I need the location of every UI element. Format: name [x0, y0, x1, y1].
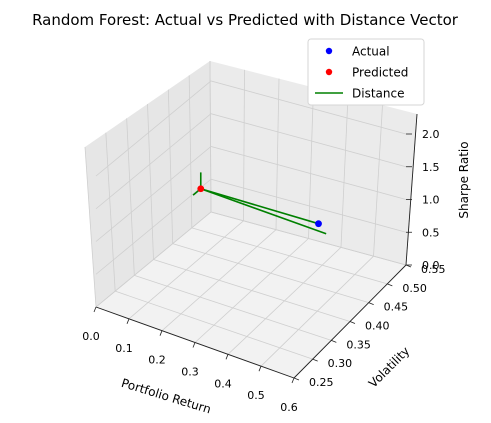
z-tick-label: 0.0 [422, 259, 440, 272]
distance-component [200, 188, 327, 235]
x-axis-label: Portfolio Return [120, 376, 213, 417]
x-tick-label: 0.3 [181, 366, 199, 379]
x-gridline-wall [243, 69, 245, 221]
y-tick [293, 377, 300, 381]
legend-marker-predicted [325, 68, 333, 76]
y-tick-label: 0.55 [421, 263, 446, 276]
y-tick [331, 339, 337, 343]
x-tick [159, 330, 163, 336]
legend-label-distance: Distance [352, 87, 404, 101]
x-tick [93, 306, 97, 313]
y-gridline-wall [84, 146, 97, 308]
x-tick [258, 366, 262, 372]
y-gridline-wall [105, 132, 116, 292]
y-tick [387, 283, 393, 287]
y-tick-label: 0.40 [365, 320, 390, 333]
legend: Actual Predicted Distance [307, 38, 425, 106]
y-gridline-floor [134, 274, 332, 341]
y-tick-label: 0.25 [309, 376, 334, 389]
floor-pane [96, 212, 406, 378]
y-gridline-floor [172, 243, 369, 304]
z-tick-label: 1.0 [422, 194, 440, 207]
x-gridline-wall [373, 105, 383, 257]
z-tick-label: 1.5 [422, 161, 440, 174]
x-tick-label: 0.0 [82, 330, 100, 343]
chart-title: Random Forest: Actual vs Predicted with … [32, 11, 459, 29]
x-tick-label: 0.6 [280, 401, 298, 414]
x-gridline-wall [275, 78, 280, 230]
x-tick [192, 342, 196, 348]
data-marks [192, 172, 327, 235]
x-tick [291, 377, 295, 384]
point-predicted [197, 185, 205, 193]
x-tick-label: 0.5 [247, 389, 265, 402]
x-tick-label: 0.1 [115, 342, 133, 355]
y-tick-label: 0.35 [346, 338, 371, 351]
y-tick-label: 0.45 [384, 301, 409, 314]
z-gridline [95, 211, 407, 308]
z-gridline [95, 80, 407, 177]
z-gridline [95, 146, 407, 242]
y-tick [312, 358, 318, 362]
z-gridline [95, 113, 407, 210]
y-gridline-wall [147, 103, 154, 260]
z-gridline [95, 178, 407, 275]
axis-panes [85, 61, 417, 378]
z-tick-label: 2.0 [422, 128, 440, 141]
z-axis-line [405, 113, 418, 266]
y-gridline-floor [191, 227, 388, 285]
left-wall-pane [85, 61, 211, 307]
gridlines [84, 60, 418, 379]
back-wall-pane [210, 61, 417, 265]
legend-label-actual: Actual [352, 45, 390, 59]
y-gridline-wall [209, 60, 212, 213]
legend-label-predicted: Predicted [352, 66, 408, 80]
z-tick-label: 0.5 [422, 226, 440, 239]
y-tick-label: 0.50 [402, 282, 427, 295]
point-actual [315, 220, 322, 228]
x-tick [126, 318, 130, 324]
y-gridline-floor [115, 290, 313, 360]
y-gridline-wall [188, 75, 193, 228]
x-tick-label: 0.4 [214, 377, 232, 390]
tick-labels: 0.0 0.1 0.2 0.3 0.4 0.5 0.6 0.25 0.30 0.35 0.40 0.4… [82, 128, 445, 414]
legend-marker-actual [325, 47, 333, 55]
distance-vector [200, 187, 319, 225]
x-tick [225, 354, 229, 360]
x-tick-label: 0.2 [148, 354, 166, 367]
y-gridline-floor [153, 259, 351, 322]
x-gridline-wall [340, 96, 349, 248]
y-tick [349, 321, 356, 324]
y-tick-label: 0.30 [328, 357, 353, 370]
z-axis-label: Sharpe Ratio [457, 141, 471, 218]
y-gridline-wall [126, 118, 135, 276]
y-axis-label: Volatility [366, 344, 413, 391]
legend-box [307, 38, 425, 106]
x-gridline-wall [308, 87, 314, 239]
y-tick [368, 302, 374, 306]
